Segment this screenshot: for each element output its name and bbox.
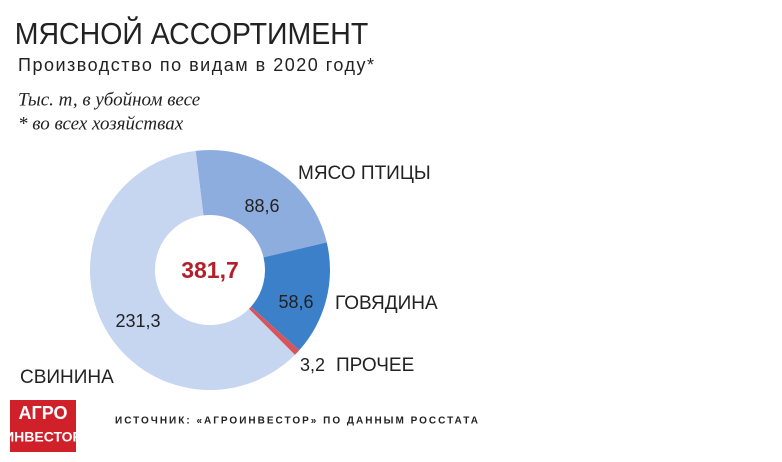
unit-note: Тыс. т, в убойном весе xyxy=(18,89,200,110)
value-label: 88,6 xyxy=(244,196,279,216)
donut-slice xyxy=(90,150,295,390)
value-label: 58,6 xyxy=(278,292,313,312)
category-label: ПРОЧЕЕ xyxy=(336,355,414,376)
logo-text: ИНВЕСТОР xyxy=(4,429,82,445)
donut-slice xyxy=(195,150,327,258)
category-label: МЯСО ПТИЦЫ xyxy=(298,163,431,184)
logo-text: АГРО xyxy=(19,403,68,423)
total-label: 381,7 xyxy=(181,257,239,283)
chart-title: МЯСНОЙ АССОРТИМЕНТ xyxy=(15,16,369,51)
value-label: 3,2 xyxy=(300,355,325,375)
chart-subtitle: Производство по видам в 2020 году* xyxy=(18,55,376,75)
footnote: * во всех хозяйствах xyxy=(18,113,184,134)
category-label: СВИНИНА xyxy=(20,367,114,388)
value-label: 231,3 xyxy=(115,311,160,331)
donut-slice xyxy=(248,306,300,355)
logo-box xyxy=(10,400,76,452)
donut-slice xyxy=(250,242,330,351)
category-label: ГОВЯДИНА xyxy=(335,293,438,314)
source: ИСТОЧНИК: «АГРОИНВЕСТОР» ПО ДАННЫМ РОССТ… xyxy=(115,416,480,427)
